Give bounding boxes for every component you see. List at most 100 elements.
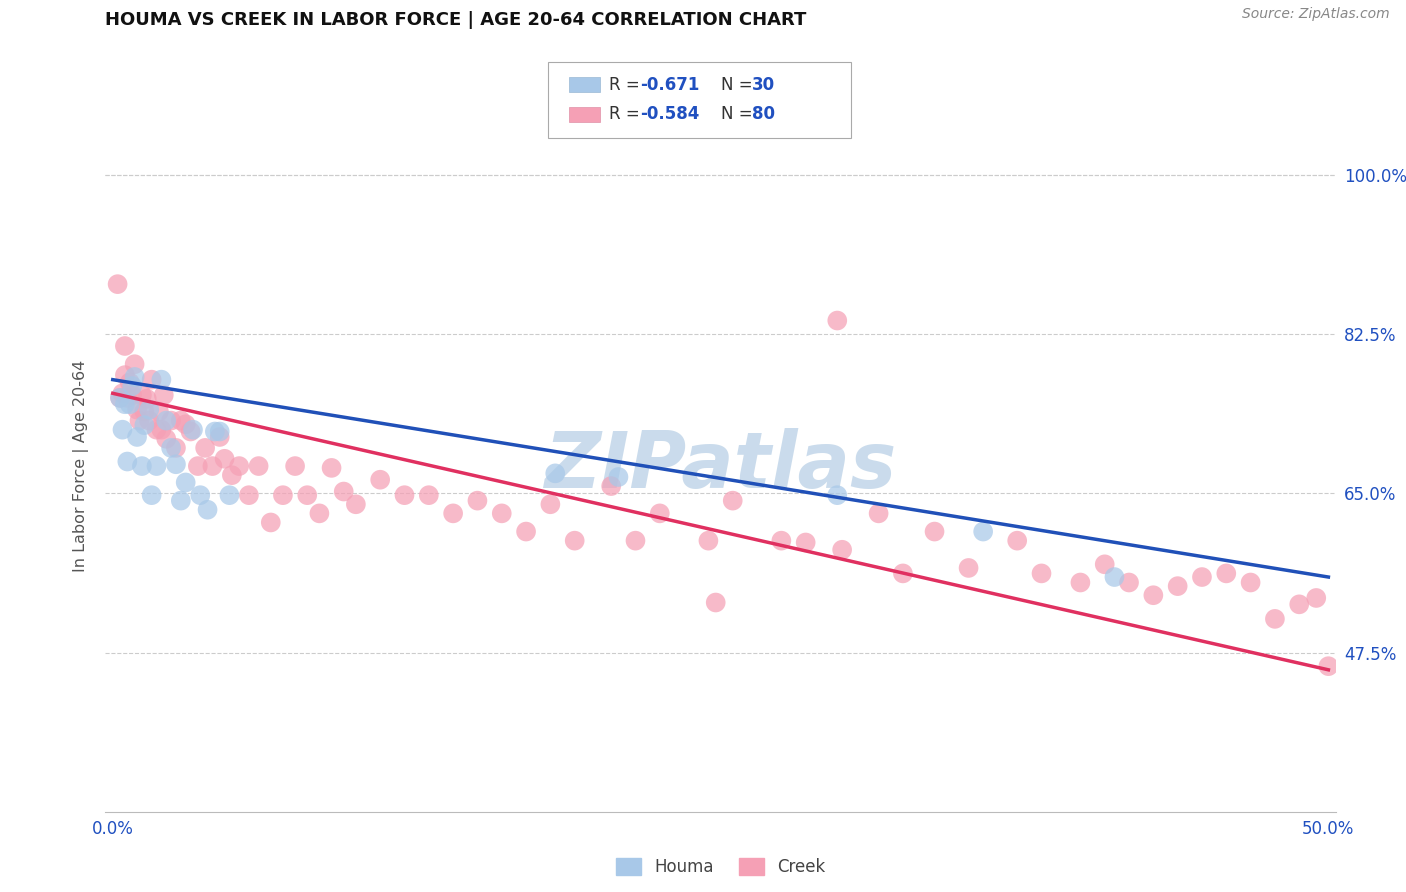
- Text: -0.671: -0.671: [640, 76, 699, 94]
- Point: [221, 468, 243, 483]
- Point: [134, 404, 156, 418]
- Point: [204, 425, 226, 439]
- Point: [180, 425, 202, 439]
- Point: [228, 458, 250, 473]
- Point: [118, 376, 141, 390]
- Point: [124, 370, 146, 384]
- Text: N =: N =: [721, 76, 758, 94]
- Point: [794, 535, 817, 549]
- Point: [308, 507, 330, 521]
- Point: [118, 397, 141, 411]
- Point: [1069, 575, 1091, 590]
- Point: [121, 388, 143, 402]
- Text: -0.584: -0.584: [640, 105, 699, 123]
- Point: [284, 458, 307, 473]
- Point: [1317, 659, 1340, 673]
- Point: [197, 502, 219, 516]
- Point: [1215, 566, 1237, 581]
- Point: [957, 561, 980, 575]
- Point: [111, 386, 134, 401]
- Point: [170, 493, 193, 508]
- Point: [208, 430, 231, 444]
- Point: [891, 566, 914, 581]
- Point: [418, 488, 440, 502]
- Point: [145, 458, 167, 473]
- Point: [131, 458, 153, 473]
- Point: [1305, 591, 1327, 605]
- Point: [704, 595, 727, 609]
- Point: [117, 454, 139, 468]
- Point: [607, 470, 630, 484]
- Point: [121, 379, 143, 393]
- Point: [1167, 579, 1189, 593]
- Point: [138, 402, 160, 417]
- Point: [181, 423, 204, 437]
- Text: R =: R =: [609, 105, 645, 123]
- Point: [153, 388, 176, 402]
- Point: [1005, 533, 1028, 548]
- Point: [128, 414, 150, 428]
- Point: [111, 423, 134, 437]
- Point: [831, 542, 853, 557]
- Point: [297, 488, 319, 502]
- Point: [174, 475, 197, 490]
- Point: [827, 313, 849, 327]
- Point: [160, 441, 183, 455]
- Point: [770, 533, 793, 548]
- Text: 30: 30: [752, 76, 775, 94]
- Text: N =: N =: [721, 105, 758, 123]
- Point: [1094, 558, 1116, 572]
- Point: [1264, 612, 1286, 626]
- Point: [114, 368, 136, 383]
- Point: [827, 488, 849, 502]
- Legend: Houma, Creek: Houma, Creek: [609, 851, 832, 883]
- Point: [1118, 575, 1140, 590]
- Point: [467, 493, 489, 508]
- Point: [321, 461, 343, 475]
- Point: [924, 524, 946, 539]
- Point: [148, 404, 170, 418]
- Point: [117, 391, 139, 405]
- Text: 80: 80: [752, 105, 775, 123]
- Point: [1142, 588, 1164, 602]
- Point: [332, 484, 354, 499]
- Text: R =: R =: [609, 76, 645, 94]
- Point: [125, 430, 148, 444]
- Point: [1191, 570, 1213, 584]
- Point: [721, 493, 744, 508]
- Point: [114, 397, 136, 411]
- Point: [344, 497, 367, 511]
- Point: [238, 488, 260, 502]
- Point: [107, 277, 129, 292]
- Point: [150, 423, 173, 437]
- Point: [135, 392, 157, 406]
- Point: [155, 414, 177, 428]
- Point: [134, 418, 156, 433]
- Point: [124, 357, 146, 371]
- Point: [138, 414, 160, 428]
- Point: [188, 488, 211, 502]
- Point: [174, 417, 197, 432]
- Point: [648, 507, 671, 521]
- Point: [170, 414, 193, 428]
- Point: [125, 402, 148, 417]
- Point: [394, 488, 416, 502]
- Point: [271, 488, 294, 502]
- Point: [441, 507, 464, 521]
- Point: [697, 533, 720, 548]
- Text: Source: ZipAtlas.com: Source: ZipAtlas.com: [1241, 7, 1389, 21]
- Point: [218, 488, 240, 502]
- Point: [160, 414, 183, 428]
- Point: [1288, 598, 1310, 612]
- Point: [1239, 575, 1261, 590]
- Point: [214, 451, 236, 466]
- Point: [141, 488, 163, 502]
- Point: [108, 391, 131, 405]
- Point: [145, 423, 167, 437]
- Y-axis label: In Labor Force | Age 20-64: In Labor Force | Age 20-64: [73, 360, 90, 572]
- Text: ZIPatlas: ZIPatlas: [544, 428, 897, 504]
- Point: [247, 458, 270, 473]
- Point: [260, 516, 283, 530]
- Point: [108, 391, 131, 405]
- Point: [131, 388, 153, 402]
